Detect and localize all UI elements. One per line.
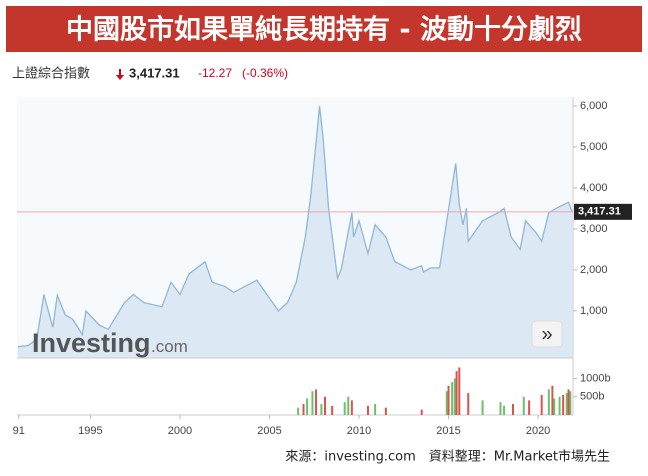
scroll-button[interactable] [531, 320, 563, 348]
volume-bar [565, 393, 568, 415]
down-arrow [116, 69, 124, 80]
volume-bar [547, 389, 550, 415]
source: 來源：investing.com 資料整理：Mr.Market市場先生 [285, 449, 610, 465]
volume-bar [551, 385, 554, 415]
volume-bar [540, 394, 543, 415]
current-value-box [574, 203, 632, 220]
volume-bar [350, 400, 353, 415]
x-tick-label: 2010 [347, 425, 371, 437]
volume-y-tick-label: 500b [580, 391, 604, 403]
price: 3,417.31 [129, 65, 180, 80]
volume-bar [553, 398, 556, 415]
x-tick-label: 91 [13, 425, 25, 437]
volume-bar [451, 382, 454, 415]
volume-bar [567, 389, 570, 415]
title-banner [6, 6, 642, 52]
logo-suffix: .com [151, 337, 188, 356]
volume-bar [522, 396, 525, 415]
y-tick-label: 5,000 [580, 141, 608, 153]
index-name: 上證綜合指數 [12, 66, 90, 82]
change: -12.27 [198, 66, 232, 80]
y-tick-label: 1,000 [580, 305, 608, 317]
volume-bar [302, 404, 305, 415]
volume-bar [445, 391, 448, 415]
x-tick-label: 2015 [436, 425, 460, 437]
change-pct: (-0.36%) [242, 66, 288, 80]
y-tick-label: 2,000 [580, 264, 608, 276]
x-tick-label: 2020 [526, 425, 550, 437]
volume-bar [455, 371, 458, 415]
volume-bar [343, 402, 346, 415]
volume-bar [384, 407, 387, 415]
y-tick-label: 6,000 [580, 100, 608, 112]
x-tick-label: 2000 [168, 425, 192, 437]
y-tick-label: 3,000 [580, 223, 608, 235]
volume-bar [503, 405, 506, 415]
title: 中國股市如果單純長期持有 - 波動十分劇烈 [66, 14, 582, 46]
price-line [17, 105, 573, 348]
volume-bar [512, 404, 515, 415]
volume-y-tick-label: 1000b [580, 372, 611, 384]
volume-bar [297, 407, 300, 415]
volume-bar [528, 400, 531, 415]
volume-bar [374, 404, 377, 415]
volume-bar [347, 396, 350, 415]
volume-bar [481, 400, 484, 415]
volume-bar [315, 389, 318, 415]
x-tick-label: 2005 [257, 425, 281, 437]
volume-bar [467, 393, 470, 415]
price-area [17, 106, 573, 358]
current-value-label: 3,417.31 [578, 206, 621, 218]
volume-bar [323, 396, 326, 415]
volume-bar [331, 405, 334, 415]
volume-bar [447, 385, 450, 415]
volume-bar [458, 367, 461, 415]
volume-bar [562, 394, 565, 415]
volume-bar [320, 404, 323, 415]
volume-bar [569, 391, 572, 415]
volume-bar [558, 396, 561, 415]
volume-bar [311, 391, 314, 415]
volume-bar [306, 398, 309, 415]
volume-bar [366, 405, 369, 415]
x-tick-label: 1995 [78, 425, 102, 437]
volume-bar [453, 378, 456, 415]
logo-brand: Investing [32, 328, 151, 358]
scroll-button-label[interactable]: » [541, 323, 552, 345]
y-tick-label: 4,000 [580, 182, 608, 194]
volume-bar [420, 409, 423, 415]
volume-bar [499, 402, 502, 415]
